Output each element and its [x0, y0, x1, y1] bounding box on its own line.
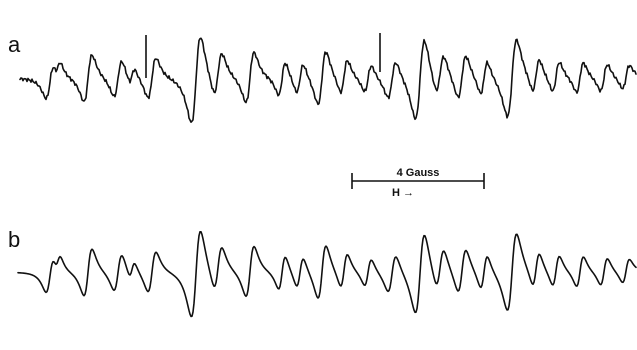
field-direction-label: H → [392, 187, 414, 199]
spectrum-trace-a [19, 37, 637, 123]
panel-label-a: a [8, 32, 21, 57]
spectrum-trace-b [17, 230, 637, 318]
scale-bar: 4 Gauss H → [351, 167, 485, 199]
panel-label-b: b [8, 227, 20, 252]
scale-bar-label: 4 Gauss [397, 167, 440, 179]
